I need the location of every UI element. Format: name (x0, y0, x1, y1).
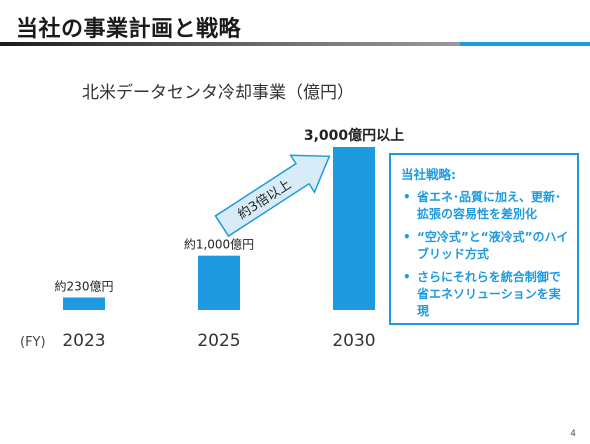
chart-title: 北米データセンタ冷却事業（億円） (82, 83, 354, 103)
bullet-icon: • (403, 190, 411, 204)
x-axis-label: (FY) (20, 335, 46, 350)
data-label: 3,000億円以上 (304, 127, 404, 144)
strategy-item-text: さらにそれらを統合制御で省エネソリューションを実現 (417, 270, 561, 318)
page-number: 4 (570, 429, 576, 439)
bullet-icon: • (403, 270, 411, 284)
data-label: 約1,000億円 (184, 237, 254, 252)
slide-title: 当社の事業計画と戦略 (16, 17, 242, 42)
bar (198, 255, 240, 310)
strategy-item: • さらにそれらを統合制御で省エネソリューションを実現 (401, 269, 569, 320)
title-underline (0, 42, 590, 46)
bar (63, 297, 105, 310)
strategy-item-text: 省エネ･品質に加え、更新･拡張の容易性を差別化 (417, 190, 562, 221)
bar (333, 147, 375, 310)
bullet-icon: • (403, 230, 411, 244)
growth-arrow: 約3倍以上 (214, 154, 331, 238)
strategy-box: 当社戦略: • 省エネ･品質に加え、更新･拡張の容易性を差別化 • “空冷式”と… (389, 153, 579, 325)
strategy-item-text: “空冷式”と“液冷式”のハイブリッド方式 (417, 230, 569, 261)
strategy-heading: 当社戦略: (401, 167, 456, 182)
x-tick-label: 2030 (332, 331, 375, 351)
x-tick-label: 2025 (197, 331, 240, 351)
strategy-item: • 省エネ･品質に加え、更新･拡張の容易性を差別化 (401, 189, 569, 223)
data-label: 約230億円 (55, 279, 114, 294)
strategy-item: • “空冷式”と“液冷式”のハイブリッド方式 (401, 229, 569, 263)
title-underline-accent (460, 42, 590, 46)
strategy-list: • 省エネ･品質に加え、更新･拡張の容易性を差別化 • “空冷式”と“液冷式”の… (401, 189, 569, 320)
arrow-icon (214, 154, 331, 238)
x-tick-label: 2023 (62, 331, 105, 351)
